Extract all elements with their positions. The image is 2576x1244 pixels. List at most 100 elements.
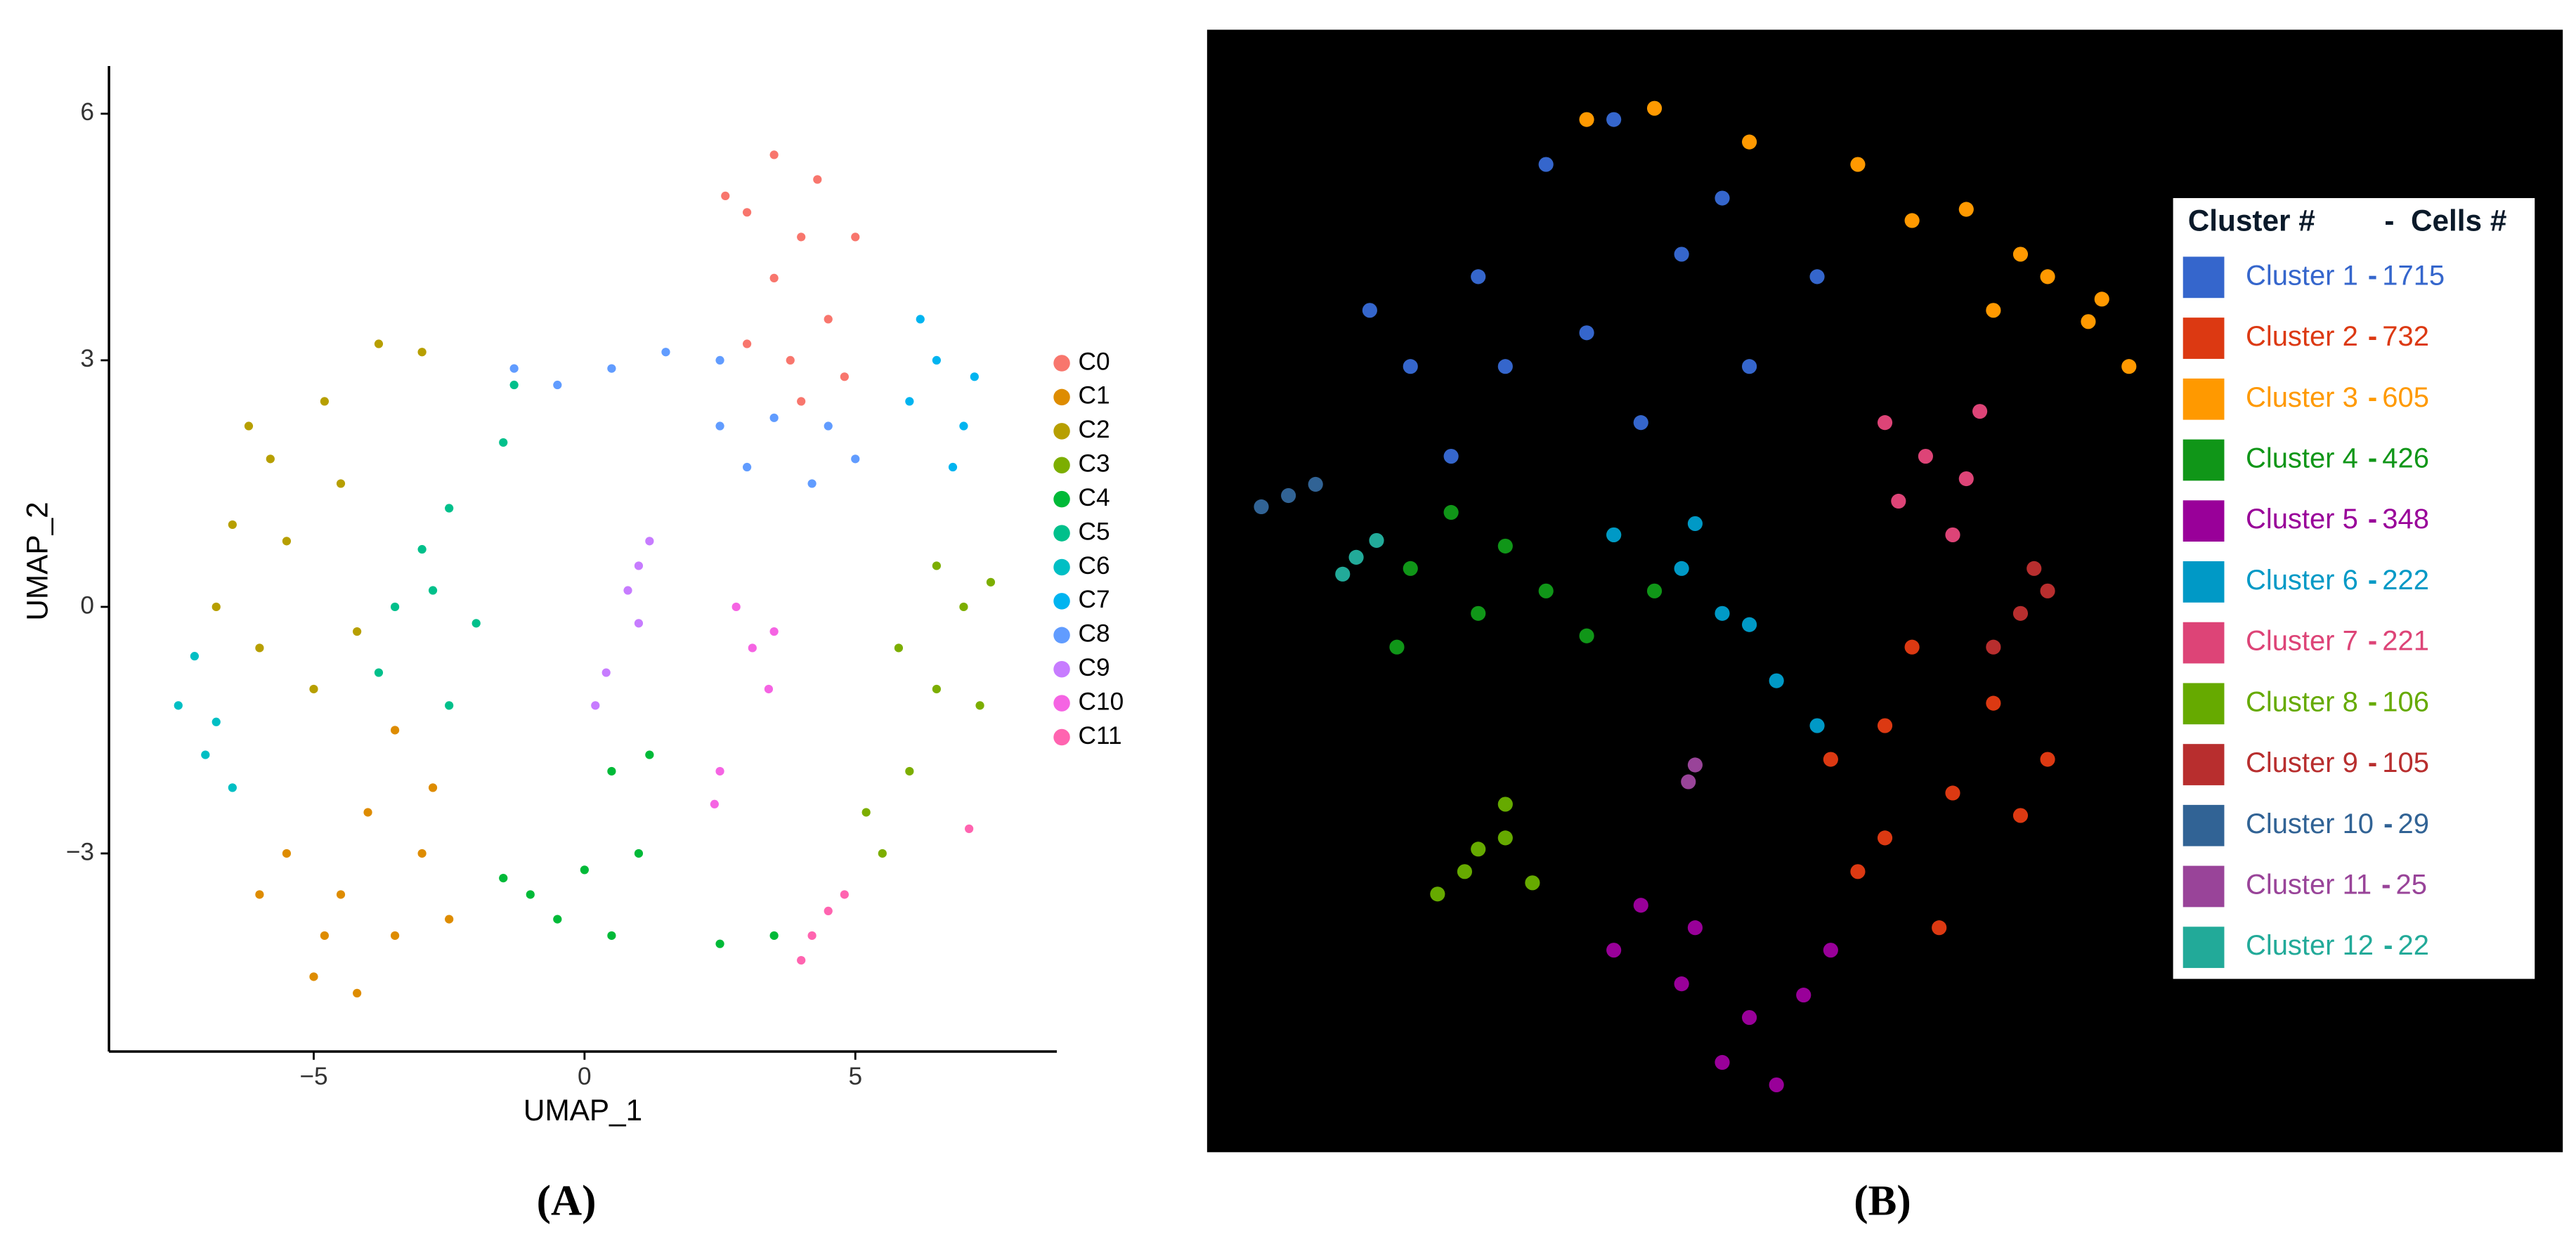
point (1742, 359, 1757, 374)
legend-count: 348 (2382, 504, 2429, 535)
point (1681, 774, 1696, 790)
point (1348, 549, 1364, 565)
point (363, 808, 372, 817)
legend-separator: - (2368, 686, 2377, 717)
legend-marker (1053, 355, 1070, 372)
point (374, 668, 384, 677)
point (932, 355, 941, 365)
point (201, 750, 210, 759)
point (932, 684, 941, 694)
point (1945, 785, 1960, 801)
legend-separator: - (2384, 204, 2394, 237)
point (1742, 617, 1757, 632)
point (499, 438, 508, 447)
point (2040, 752, 2055, 767)
point (813, 175, 822, 184)
point (1281, 487, 1296, 504)
point (428, 783, 438, 792)
point (1646, 583, 1663, 598)
point (1674, 976, 1689, 992)
point (1579, 112, 1594, 127)
legend-label: Cluster 10 (2246, 808, 2374, 839)
point (715, 421, 724, 431)
point (282, 537, 292, 546)
point (2081, 314, 2096, 329)
point (645, 750, 654, 759)
point (320, 931, 329, 941)
point (320, 397, 329, 406)
point (2012, 605, 2029, 621)
point (526, 890, 535, 899)
point (1918, 448, 1933, 464)
point (1403, 359, 1418, 374)
point (764, 684, 774, 694)
point (1823, 943, 1838, 958)
point (1850, 157, 1866, 172)
point (959, 421, 968, 431)
point (499, 873, 508, 883)
x-tick-label: 0 (578, 1063, 592, 1090)
point (769, 413, 779, 422)
legend-swatch (2183, 561, 2225, 603)
point (1606, 527, 1622, 542)
point (645, 537, 654, 546)
point (2040, 583, 2055, 598)
point (721, 191, 730, 201)
point (1389, 639, 1405, 655)
point (916, 315, 925, 324)
legend-marker (1053, 423, 1070, 440)
point (970, 372, 979, 381)
legend-count: 1715 (2382, 260, 2445, 291)
point (1809, 718, 1825, 733)
point (905, 397, 914, 406)
point (986, 577, 996, 587)
point (742, 462, 752, 472)
point (1471, 605, 1486, 621)
point (445, 504, 454, 513)
legend-marker (1053, 593, 1070, 610)
legend-separator: - (2381, 870, 2390, 901)
legend-separator: - (2368, 382, 2377, 413)
point (1403, 561, 1418, 576)
legend-separator: - (2383, 808, 2393, 839)
panel-label: (A) (537, 1178, 597, 1225)
point (1606, 943, 1622, 958)
point (1715, 605, 1730, 621)
legend-label: C3 (1079, 450, 1110, 478)
legend-title: Cluster # (2188, 204, 2315, 237)
legend-marker (1053, 627, 1070, 644)
point (1443, 448, 1459, 464)
legend-separator: - (2368, 565, 2377, 596)
point (1850, 864, 1866, 879)
legend-marker (1053, 457, 1070, 473)
legend-count: 105 (2382, 747, 2429, 778)
point (190, 652, 199, 661)
legend-label: Cluster 1 (2246, 260, 2358, 291)
point (1497, 538, 1513, 554)
legend-label: C4 (1079, 484, 1110, 511)
point (731, 602, 741, 612)
point (212, 602, 221, 612)
point (2027, 561, 2042, 576)
point (212, 717, 221, 726)
legend-label: Cluster 6 (2246, 565, 2358, 596)
legend-swatch (2183, 683, 2225, 725)
x-tick-label: −5 (299, 1063, 327, 1090)
point (1457, 864, 1473, 879)
point (661, 348, 670, 357)
legend-marker (1053, 695, 1070, 712)
legend-count: 106 (2382, 686, 2429, 717)
legend-count: 426 (2382, 443, 2429, 474)
point (1715, 1054, 1730, 1071)
point (797, 955, 806, 965)
point (894, 643, 904, 653)
legend-separator: - (2368, 747, 2377, 778)
point (1674, 247, 1689, 262)
point (1674, 561, 1689, 576)
point (1497, 830, 1513, 846)
legend-label: Cluster 9 (2246, 747, 2358, 778)
legend-label: C1 (1079, 382, 1110, 410)
point (769, 931, 779, 941)
point (769, 273, 779, 283)
legend-swatch (2183, 378, 2225, 420)
